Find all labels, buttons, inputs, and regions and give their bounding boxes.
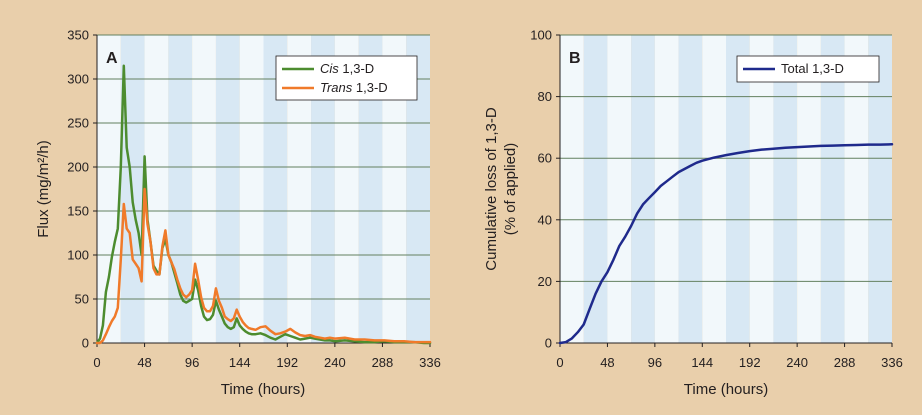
panel-a-legend-box bbox=[275, 55, 418, 101]
legend-label-total: Total 1,3-D bbox=[781, 61, 844, 76]
panel-a-band-312 bbox=[406, 35, 430, 343]
legend-label-cis-rest: 1,3-D bbox=[339, 61, 374, 76]
legend-label-cis: Cis 1,3-D bbox=[320, 61, 374, 76]
panel-a-day-night-bands bbox=[97, 35, 430, 343]
legend-label-trans-italic: Trans bbox=[320, 80, 353, 95]
panel-b-band-72 bbox=[631, 35, 655, 343]
panel-a-band-288 bbox=[382, 35, 407, 343]
panel-b-y-axis-title-line1: Cumulative loss of 1,3-D bbox=[483, 107, 500, 271]
panel-b-x-tick-0: 0 bbox=[556, 355, 563, 370]
panel-a-y-tick-300: 300 bbox=[67, 72, 89, 87]
panel-b-axes bbox=[556, 34, 893, 347]
panel-a-band-264 bbox=[358, 35, 383, 343]
panel-b-band-216 bbox=[773, 35, 798, 343]
panel-b-x-tick-48: 48 bbox=[600, 355, 614, 370]
panel-a-y-tick-250: 250 bbox=[67, 116, 89, 131]
legend-label-cis-italic: Cis bbox=[320, 61, 339, 76]
panel-b-band-288 bbox=[844, 35, 869, 343]
panel-a-series bbox=[95, 64, 432, 345]
panel-b-band-24 bbox=[583, 35, 608, 343]
panel-a-y-axis-title: Flux (mg/m²/h) bbox=[35, 140, 52, 238]
panel-a-y-tick-350: 350 bbox=[67, 28, 89, 43]
panel-a-band-240 bbox=[334, 35, 359, 343]
panel-b-x-tick-240: 240 bbox=[786, 355, 808, 370]
panel-a-y-tick-0: 0 bbox=[82, 336, 89, 351]
panel-a-x-tick-144: 144 bbox=[229, 355, 251, 370]
panel-b-label: B bbox=[569, 50, 581, 67]
panel-a-y-tick-200: 200 bbox=[67, 160, 89, 175]
panel-a-x-tick-336: 336 bbox=[419, 355, 441, 370]
panel-b-x-tick-144: 144 bbox=[691, 355, 713, 370]
panel-b-band-168 bbox=[726, 35, 750, 343]
panel-b-band-240 bbox=[797, 35, 821, 343]
panel-a-legend: Cis 1,3-D Trans 1,3-D bbox=[275, 55, 418, 101]
panel-a-band-120 bbox=[215, 35, 240, 343]
panel-b-y-tick-80: 80 bbox=[538, 89, 552, 104]
panel-a-band-168 bbox=[263, 35, 288, 343]
panel-b: 0 48 96 144 192 240 288 336 0 20 40 60 80 100 B Time … bbox=[483, 28, 903, 399]
legend-label-trans: Trans 1,3-D bbox=[320, 80, 388, 95]
panel-b-x-tick-96: 96 bbox=[648, 355, 662, 370]
panel-b-band-192 bbox=[749, 35, 774, 343]
panel-b-band-312 bbox=[868, 35, 892, 343]
panel-b-band-120 bbox=[678, 35, 703, 343]
panel-a-x-tick-48: 48 bbox=[137, 355, 151, 370]
panel-a-x-tick-96: 96 bbox=[185, 355, 199, 370]
panel-b-band-96 bbox=[654, 35, 679, 343]
panel-a-band-0 bbox=[97, 35, 121, 343]
panel-b-y-axis-title-line2: (% of applied) bbox=[502, 143, 519, 236]
panel-a-band-216 bbox=[311, 35, 335, 343]
panel-b-day-night-bands bbox=[560, 35, 892, 343]
panel-a-tick-labels: 0 48 96 144 192 240 288 336 0 50 100 150 200 250 300 35… bbox=[67, 28, 441, 371]
panel-a-band-192 bbox=[287, 35, 312, 343]
legend-label-trans-rest: 1,3-D bbox=[352, 80, 387, 95]
panel-a-band-96 bbox=[192, 35, 216, 343]
panel-a: 0 48 96 144 192 240 288 336 0 50 100 150 200 250 300 35… bbox=[35, 28, 441, 399]
panel-a-x-tick-192: 192 bbox=[276, 355, 298, 370]
panel-b-legend: Total 1,3-D bbox=[736, 55, 880, 83]
panel-b-y-tick-0: 0 bbox=[545, 336, 552, 351]
panel-a-y-tick-100: 100 bbox=[67, 248, 89, 263]
panel-b-series-line-0 bbox=[558, 143, 894, 345]
panel-b-tick-labels: 0 48 96 144 192 240 288 336 0 20 40 60 80 100 bbox=[530, 28, 903, 371]
panel-b-x-tick-288: 288 bbox=[834, 355, 856, 370]
panel-b-band-144 bbox=[702, 35, 726, 343]
panel-b-series bbox=[558, 143, 894, 345]
panel-b-x-tick-336: 336 bbox=[881, 355, 903, 370]
panel-a-series-line-0 bbox=[95, 64, 432, 345]
panel-a-band-48 bbox=[144, 35, 169, 343]
panel-a-x-tick-288: 288 bbox=[372, 355, 394, 370]
panel-a-band-144 bbox=[239, 35, 264, 343]
panel-a-y-tick-50: 50 bbox=[75, 292, 89, 307]
panel-b-band-48 bbox=[607, 35, 632, 343]
panel-a-x-tick-0: 0 bbox=[93, 355, 100, 370]
panel-b-y-tick-40: 40 bbox=[538, 212, 552, 227]
panel-a-label: A bbox=[106, 50, 118, 67]
panel-b-y-tick-20: 20 bbox=[538, 274, 552, 289]
panel-b-band-264 bbox=[820, 35, 845, 343]
panel-a-series-line-1 bbox=[95, 187, 432, 345]
panel-a-x-tick-240: 240 bbox=[324, 355, 346, 370]
panel-b-x-axis-title: Time (hours) bbox=[684, 381, 768, 398]
panel-a-x-axis-title: Time (hours) bbox=[221, 381, 305, 398]
panel-b-y-tick-60: 60 bbox=[538, 151, 552, 166]
panel-a-y-tick-150: 150 bbox=[67, 204, 89, 219]
panel-b-x-tick-192: 192 bbox=[739, 355, 761, 370]
panel-b-y-tick-100: 100 bbox=[530, 28, 552, 43]
panel-b-band-0 bbox=[560, 35, 584, 343]
